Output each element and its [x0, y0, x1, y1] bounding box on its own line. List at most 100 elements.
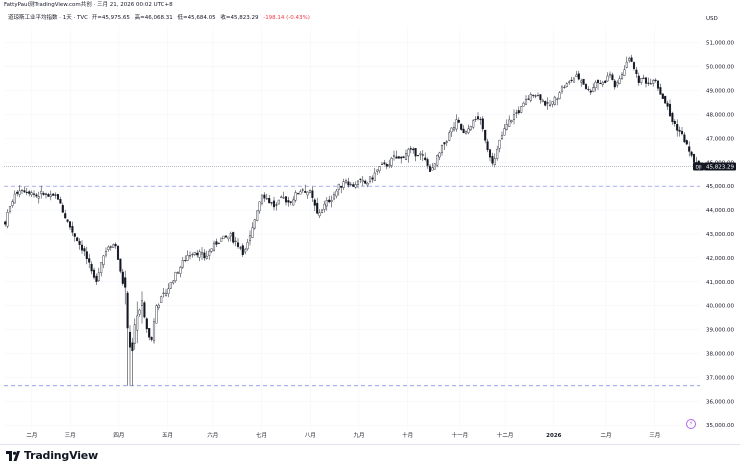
candle: [128, 325, 132, 386]
candle: [551, 101, 554, 108]
candle: [174, 271, 177, 283]
candle: [661, 93, 664, 99]
x-tick-label: 十一月: [452, 431, 469, 439]
x-tick-label: 十二月: [497, 431, 514, 439]
candle: [656, 80, 660, 92]
candle: [30, 190, 33, 198]
candle: [292, 196, 295, 206]
candle: [666, 100, 669, 110]
candle: [191, 252, 194, 258]
candle: [364, 179, 367, 185]
candle: [426, 157, 429, 169]
candle: [215, 238, 218, 248]
candle: [527, 95, 530, 101]
candle: [378, 166, 381, 174]
time-axis: 二月 三月 四月 五月 六月 七月 八月 九月 十月 十一月 十二月 2026 二月 三月: [26, 431, 660, 439]
currency-label: USD: [706, 16, 718, 22]
candle: [455, 114, 458, 132]
candle: [328, 195, 331, 204]
candle: [270, 201, 273, 206]
candle: [604, 80, 607, 84]
candle: [366, 181, 369, 188]
last-price-value: 45,823.29: [706, 164, 734, 170]
candle: [133, 318, 136, 350]
x-tick-label: 三月: [649, 432, 660, 439]
candle: [157, 303, 160, 311]
candle: [6, 209, 9, 229]
candle: [23, 186, 26, 194]
candle: [260, 194, 264, 206]
candle: [251, 222, 254, 239]
price-chart[interactable]: 51,000.00 50,000.00 49,000.00 48,000.00 47,0…: [0, 0, 740, 444]
candle: [56, 194, 60, 200]
grid-layer: [4, 26, 700, 430]
candle: [474, 116, 477, 123]
candle: [44, 192, 48, 199]
candle: [577, 70, 580, 81]
candle: [4, 220, 7, 227]
candle: [347, 177, 350, 188]
candle: [556, 97, 559, 106]
candle: [184, 255, 187, 263]
candle: [472, 118, 475, 129]
candle: [282, 191, 285, 199]
x-tick-label: 二月: [601, 432, 612, 439]
last-price-symbol-tag: DJI: [695, 164, 701, 170]
candle: [392, 150, 396, 161]
candle: [212, 240, 216, 252]
candle: [289, 201, 292, 206]
candle: [529, 92, 532, 103]
candle: [186, 250, 189, 262]
candle: [436, 154, 439, 168]
candle: [47, 192, 50, 197]
candle: [520, 106, 523, 114]
candle: [484, 129, 487, 144]
candle: [539, 94, 542, 104]
candle: [229, 231, 232, 242]
candle: [611, 72, 614, 81]
candle: [332, 191, 336, 201]
tradingview-logo[interactable]: TradingView: [6, 449, 98, 462]
y-tick-label: 42,000.00: [706, 256, 734, 262]
candle: [515, 109, 518, 119]
candle: [126, 290, 129, 386]
lightning-icon[interactable]: ⚡: [686, 419, 696, 429]
candle: [119, 258, 122, 274]
candle: [143, 300, 146, 319]
legend-high-value: =46,068.31: [140, 15, 173, 21]
candle: [349, 181, 352, 186]
candle: [330, 195, 333, 208]
candle: [620, 72, 624, 80]
candle: [76, 236, 79, 242]
y-tick-label: 48,000.00: [706, 112, 734, 118]
candle: [169, 282, 172, 290]
candle: [402, 155, 405, 159]
candle: [265, 193, 268, 200]
symbol-legend: 道琼斯工业平均指数 · 1天 · TVC 开=45,975.65 高=46,06…: [8, 15, 310, 22]
candle: [625, 56, 628, 69]
x-tick-label: 九月: [353, 431, 364, 439]
candle: [203, 249, 206, 261]
candle: [599, 80, 602, 85]
candle: [637, 72, 640, 86]
candle: [373, 168, 376, 182]
x-tick-label: 四月: [113, 432, 124, 439]
candle: [476, 112, 480, 121]
horizontal-lines-layer: [4, 185, 700, 387]
candle: [241, 243, 244, 257]
candle: [205, 250, 208, 260]
candle: [234, 237, 237, 247]
candles-layer: [4, 54, 700, 386]
candle: [462, 125, 465, 134]
candle: [42, 191, 45, 196]
candle: [131, 337, 134, 386]
candle: [253, 218, 256, 230]
candle: [565, 82, 568, 88]
candle: [652, 79, 655, 87]
candle: [181, 256, 184, 269]
candle: [256, 210, 259, 222]
candle: [97, 267, 100, 282]
candle: [340, 185, 343, 194]
candle: [8, 206, 12, 214]
candle: [95, 273, 98, 285]
